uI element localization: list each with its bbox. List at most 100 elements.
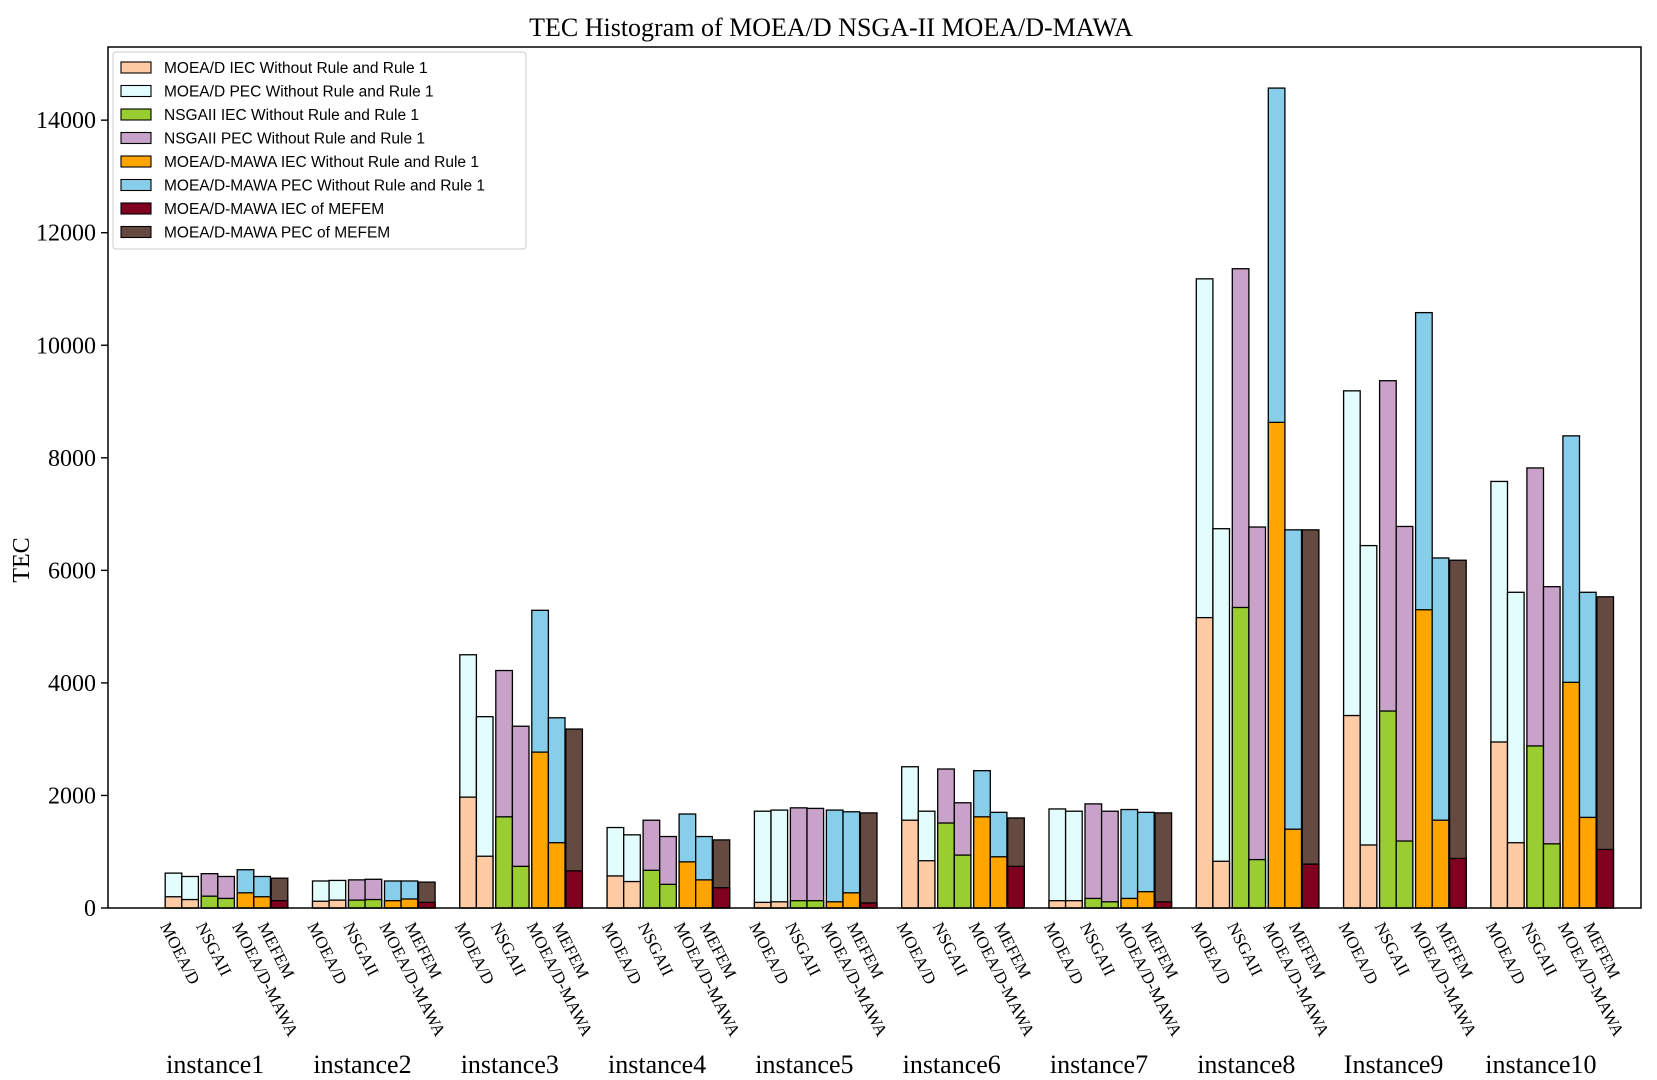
bar-moead-mawa-iec-without-rule bbox=[531, 751, 550, 909]
bar-moead-mawa-iec-rule1 bbox=[1578, 816, 1597, 909]
plot-frame bbox=[107, 46, 1642, 909]
bar-moead-mawa-iec-rule1 bbox=[1136, 891, 1155, 909]
bar-moead-iec-rule1 bbox=[1212, 860, 1231, 909]
bar-moead-iec-rule1 bbox=[475, 855, 494, 909]
bar-moead-iec-without-rule bbox=[901, 819, 919, 909]
bar-nsgaii-pec-rule1 bbox=[1248, 526, 1267, 909]
bar-moead-iec-without-rule bbox=[311, 900, 330, 909]
bar-nsgaii-iec-rule1 bbox=[511, 865, 530, 909]
bar-moead-iec-without-rule bbox=[1490, 741, 1509, 909]
bar-nsgaii-iec-rule1 bbox=[1248, 858, 1267, 909]
bar-moead-mawa-iec-without-rule bbox=[1120, 897, 1139, 909]
bar-moead-pec-without-rule bbox=[753, 810, 772, 909]
y-axis-label: TEC bbox=[9, 537, 35, 582]
bar-nsgaii-iec-rule1 bbox=[659, 883, 677, 909]
bar-moead-mawa-iec-rule1 bbox=[989, 856, 1008, 909]
legend-swatch bbox=[120, 131, 152, 145]
bar-moead-iec-rule1 bbox=[1359, 844, 1378, 909]
bar-nsgaii-pec-without-rule bbox=[1084, 803, 1103, 909]
y-tick-label: 4000 bbox=[48, 671, 96, 697]
bar-mefem-iec bbox=[1596, 848, 1615, 909]
bar-nsgaii-iec-without-rule bbox=[789, 900, 808, 909]
bar-moead-iec-rule1 bbox=[623, 880, 641, 909]
bar-nsgaii-iec-without-rule bbox=[1526, 745, 1545, 909]
bar-moead-mawa-iec-rule1 bbox=[253, 896, 272, 909]
legend-label: MOEA/D PEC Without Rule and Rule 1 bbox=[164, 84, 434, 101]
bar-nsgaii-iec-rule1 bbox=[217, 897, 236, 909]
bar-mefem-iec bbox=[859, 902, 878, 909]
group-label: Instance9 bbox=[1344, 1050, 1444, 1079]
legend-frame bbox=[112, 51, 527, 250]
bar-nsgaii-iec-without-rule bbox=[347, 899, 366, 909]
chart-title: TEC Histogram of MOEA/D NSGA-II MOEA/D-M… bbox=[529, 13, 1133, 42]
group-label: instance1 bbox=[166, 1050, 264, 1079]
group-label: instance4 bbox=[608, 1050, 706, 1079]
legend-label: MOEA/D-MAWA IEC of MEFEM bbox=[164, 201, 384, 218]
group-label: instance8 bbox=[1197, 1050, 1295, 1079]
bar-mefem-iec bbox=[565, 870, 584, 909]
bar-moead-mawa-iec-rule1 bbox=[547, 842, 566, 909]
bar-nsgaii-pec-rule1 bbox=[1100, 810, 1119, 909]
bar-moead-iec-rule1 bbox=[917, 860, 936, 909]
group-label: instance10 bbox=[1485, 1050, 1596, 1079]
bar-moead-mawa-iec-without-rule bbox=[1562, 681, 1581, 909]
legend: MOEA/D IEC Without Rule and Rule 1 MOEA/D… bbox=[112, 51, 527, 250]
bar-moead-iec-without-rule bbox=[164, 896, 183, 909]
legend-swatch bbox=[120, 178, 152, 192]
legend-swatch bbox=[120, 108, 152, 121]
group-label: instance6 bbox=[903, 1050, 1001, 1079]
bar-moead-iec-without-rule bbox=[1048, 900, 1067, 909]
bar-mefem-iec bbox=[1301, 863, 1320, 909]
bar-moead-pec-rule1 bbox=[1064, 810, 1083, 909]
bar-moead-iec-rule1 bbox=[181, 898, 200, 909]
y-tick-label: 8000 bbox=[48, 446, 96, 472]
bar-moead-iec-without-rule bbox=[753, 901, 772, 909]
bar-moead-mawa-pec-without-rule bbox=[825, 809, 844, 909]
legend-swatch bbox=[120, 202, 152, 215]
bar-moead-mawa-iec-rule1 bbox=[695, 879, 713, 909]
bar-mefem-pec bbox=[859, 812, 878, 909]
legend-label: NSGAII IEC Without Rule and Rule 1 bbox=[164, 107, 419, 124]
bar-moead-mawa-iec-rule1 bbox=[842, 892, 861, 909]
y-tick-label: 6000 bbox=[48, 558, 96, 584]
bar-moead-mawa-iec-rule1 bbox=[1284, 828, 1303, 909]
bar-nsgaii-iec-rule1 bbox=[364, 898, 383, 909]
bar-moead-iec-rule1 bbox=[1506, 842, 1525, 909]
bar-mefem-iec bbox=[417, 901, 436, 909]
legend-swatch bbox=[120, 84, 152, 98]
legend-label: MOEA/D IEC Without Rule and Rule 1 bbox=[164, 60, 428, 77]
bar-moead-mawa-iec-without-rule bbox=[825, 901, 844, 909]
bar-moead-iec-without-rule bbox=[1195, 616, 1214, 909]
bar-nsgaii-iec-without-rule bbox=[937, 822, 955, 909]
bar-mefem-pec bbox=[1301, 529, 1320, 909]
bar-moead-mawa-iec-without-rule bbox=[678, 861, 697, 909]
bar-moead-pec-without-rule bbox=[1048, 808, 1067, 909]
bar-nsgaii-iec-rule1 bbox=[953, 854, 972, 909]
bar-moead-pec-rule1 bbox=[1212, 528, 1231, 909]
group-label: instance2 bbox=[313, 1050, 411, 1079]
bar-nsgaii-iec-rule1 bbox=[806, 900, 825, 909]
bar-mefem-pec bbox=[1154, 812, 1173, 909]
bar-moead-mawa-iec-without-rule bbox=[236, 892, 255, 909]
legend-swatch bbox=[120, 225, 152, 239]
bar-moead-mawa-iec-without-rule bbox=[1267, 421, 1286, 909]
group-label: instance7 bbox=[1050, 1050, 1148, 1079]
group-label: instance5 bbox=[755, 1050, 853, 1079]
bar-nsgaii-pec-without-rule bbox=[789, 807, 808, 909]
legend-label: MOEA/D-MAWA PEC of MEFEM bbox=[164, 225, 390, 242]
bar-moead-iec-without-rule bbox=[459, 796, 478, 909]
bar-nsgaii-iec-without-rule bbox=[200, 895, 219, 909]
legend-label: NSGAII PEC Without Rule and Rule 1 bbox=[164, 131, 425, 148]
y-tick-label: 2000 bbox=[48, 783, 96, 809]
bar-moead-mawa-iec-without-rule bbox=[1414, 609, 1433, 909]
bar-moead-iec-without-rule bbox=[1342, 714, 1361, 909]
bar-mefem-iec bbox=[270, 900, 289, 909]
bar-moead-mawa-iec-rule1 bbox=[1431, 819, 1450, 909]
legend-swatch bbox=[120, 61, 152, 74]
bar-moead-pec-rule1 bbox=[770, 809, 789, 909]
bar-moead-mawa-iec-without-rule bbox=[383, 900, 402, 909]
y-tick-label: 12000 bbox=[36, 221, 96, 247]
bar-moead-mawa-iec-without-rule bbox=[973, 816, 991, 909]
bar-mefem-iec bbox=[1448, 857, 1467, 909]
